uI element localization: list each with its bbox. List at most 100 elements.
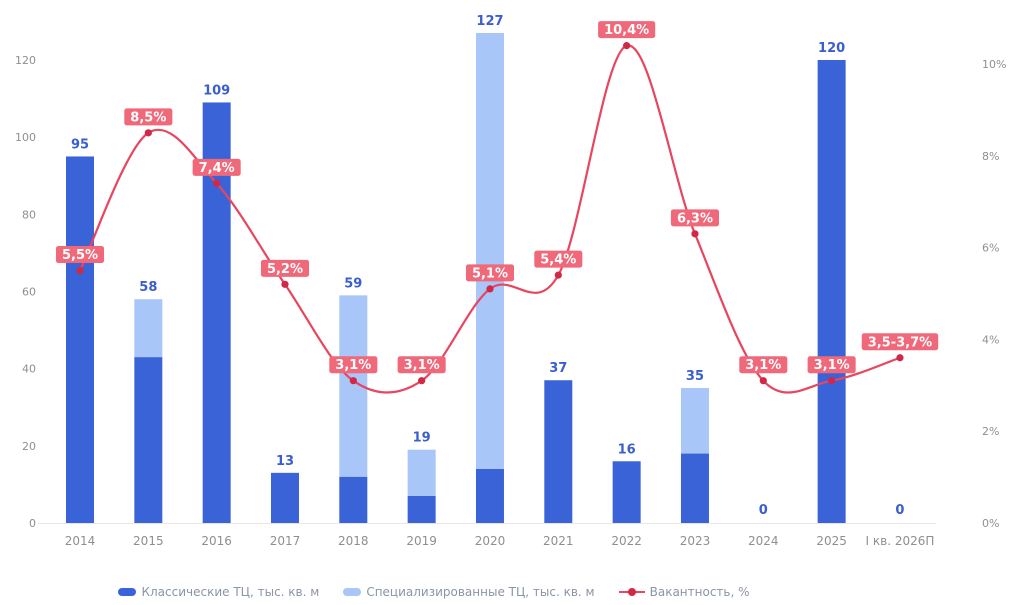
vacancy-label: 5,5% <box>62 248 98 263</box>
x-axis-category-label: I кв. 2026П <box>866 534 935 548</box>
vacancy-label: 10,4% <box>604 23 649 38</box>
bar-segment-classic <box>475 468 504 523</box>
bar-segment-classic <box>544 380 573 523</box>
vacancy-label: 6,3% <box>677 211 713 226</box>
legend-label-classic: Классические ТЦ, тыс. кв. м <box>141 585 320 599</box>
x-axis-category-label: 2020 <box>475 534 506 548</box>
vacancy-point <box>144 129 152 137</box>
bar-segment-classic <box>270 472 299 523</box>
vacancy-label: 5,1% <box>472 266 508 281</box>
bar-segment-classic <box>339 476 368 523</box>
left-axis-tick: 100 <box>15 131 36 144</box>
x-axis-category-label: 2024 <box>748 534 779 548</box>
left-axis-tick: 0 <box>29 517 36 530</box>
legend-label-specialized: Специализированные ТЦ, тыс. кв. м <box>366 585 595 599</box>
bar-segment-classic <box>817 60 846 524</box>
legend: Классические ТЦ, тыс. кв. м Специализиро… <box>0 585 868 599</box>
bar-total-label: 109 <box>203 83 230 98</box>
vacancy-line-icon <box>618 587 645 597</box>
vacancy-label: 8,5% <box>130 110 166 125</box>
vacancy-point <box>418 377 426 385</box>
bar-total-label: 37 <box>549 361 567 376</box>
specialized-bar-swatch-icon <box>343 588 362 596</box>
bar-segment-classic <box>407 495 436 523</box>
bar-segment-classic <box>134 357 163 523</box>
vacancy-label-box <box>124 108 173 126</box>
x-axis-category-label: 2014 <box>65 534 96 548</box>
vacancy-point <box>759 377 767 385</box>
vacancy-label: 3,1% <box>335 358 371 373</box>
x-axis-category-label: 2018 <box>338 534 369 548</box>
vacancy-label: 3,5-3,7% <box>868 335 932 350</box>
vacancy-point <box>623 42 631 50</box>
bar-segment-specialized <box>407 449 436 496</box>
bar-total-label: 120 <box>818 41 845 56</box>
vacancy-label-box <box>807 356 856 374</box>
x-axis-category-label: 2017 <box>270 534 301 548</box>
vacancy-label-box <box>260 259 310 277</box>
vacancy-point <box>554 271 562 279</box>
vacancy-label: 3,1% <box>404 358 440 373</box>
vacancy-label: 5,4% <box>540 253 576 268</box>
vacancy-label-box <box>861 333 939 351</box>
vacancy-label-box <box>598 21 656 39</box>
bar-total-label: 19 <box>413 431 431 446</box>
legend-label-vacancy: Вакантность, % <box>649 585 750 599</box>
vacancy-point <box>76 266 84 275</box>
bar-total-label: 0 <box>895 503 904 518</box>
vacancy-label: 7,4% <box>199 161 235 176</box>
x-axis-category-label: 2019 <box>406 534 437 548</box>
right-axis-tick: 6% <box>982 242 999 255</box>
vacancy-label-box <box>465 264 515 282</box>
right-axis-tick: 10% <box>982 58 1006 71</box>
left-axis-tick: 40 <box>22 363 36 376</box>
vacancy-label: 3,1% <box>814 358 850 373</box>
bar-segment-classic <box>680 453 709 523</box>
vacancy-label: 3,1% <box>745 358 781 373</box>
right-axis-tick: 4% <box>982 333 999 346</box>
legend-item-vacancy[interactable]: Вакантность, % <box>618 585 750 599</box>
bar-total-label: 95 <box>71 137 89 152</box>
left-axis-tick: 80 <box>22 208 36 221</box>
vacancy-label: 5,2% <box>267 262 303 277</box>
left-axis-tick: 60 <box>22 286 36 299</box>
x-axis-category-label: 2023 <box>680 534 711 548</box>
vacancy-label-box <box>55 246 105 264</box>
left-axis-tick: 120 <box>15 54 36 67</box>
vacancy-point <box>691 230 699 238</box>
vacancy-point <box>281 280 289 288</box>
right-axis-tick: 2% <box>982 425 999 438</box>
right-axis-tick: 8% <box>982 150 999 163</box>
bar-total-label: 13 <box>276 454 294 469</box>
bar-segment-classic <box>612 461 641 523</box>
x-axis-category-label: 2016 <box>201 534 232 548</box>
classic-bar-swatch-icon <box>118 588 137 596</box>
vacancy-label-box <box>739 356 788 374</box>
vacancy-label-box <box>192 158 241 176</box>
vacancy-point <box>349 377 357 385</box>
vacancy-point <box>486 285 494 293</box>
bar-total-label: 0 <box>759 503 768 518</box>
vacancy-point <box>828 377 836 385</box>
vacancy-point <box>213 179 221 187</box>
legend-item-specialized[interactable]: Специализированные ТЦ, тыс. кв. м <box>343 585 595 599</box>
bar-total-label: 58 <box>139 280 157 295</box>
vacancy-point <box>896 354 904 362</box>
bar-total-label: 59 <box>344 276 362 291</box>
bar-segment-specialized <box>134 299 163 358</box>
bar-total-label: 16 <box>618 442 636 457</box>
bar-total-label: 35 <box>686 369 704 384</box>
vacancy-label-box <box>670 209 720 227</box>
legend-item-classic[interactable]: Классические ТЦ, тыс. кв. м <box>118 585 319 599</box>
right-axis-tick: 0% <box>982 517 999 530</box>
x-axis-category-label: 2022 <box>611 534 642 548</box>
x-axis-category-label: 2025 <box>816 534 847 548</box>
vacancy-label-box <box>534 250 583 268</box>
x-axis-category-label: 2021 <box>543 534 574 548</box>
x-axis-category-label: 2015 <box>133 534 164 548</box>
vacancy-label-box <box>397 356 446 374</box>
left-axis-tick: 20 <box>22 440 36 453</box>
bar-segment-classic <box>66 156 94 524</box>
vacancy-label-box <box>329 356 378 374</box>
